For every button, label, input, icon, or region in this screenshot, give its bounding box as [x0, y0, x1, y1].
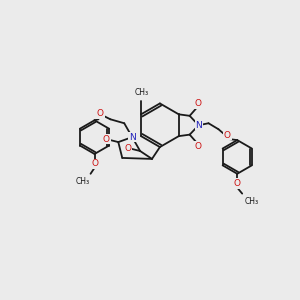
Text: O: O: [91, 159, 98, 168]
Text: O: O: [125, 143, 132, 152]
Text: N: N: [129, 133, 136, 142]
Text: CH₃: CH₃: [135, 88, 149, 97]
Text: CH₃: CH₃: [244, 196, 258, 206]
Text: O: O: [103, 135, 110, 144]
Text: CH₃: CH₃: [75, 177, 90, 186]
Text: N: N: [195, 121, 202, 130]
Text: O: O: [97, 109, 104, 118]
Text: O: O: [194, 99, 201, 108]
Text: O: O: [224, 130, 231, 140]
Text: O: O: [194, 142, 201, 151]
Text: O: O: [234, 179, 241, 188]
